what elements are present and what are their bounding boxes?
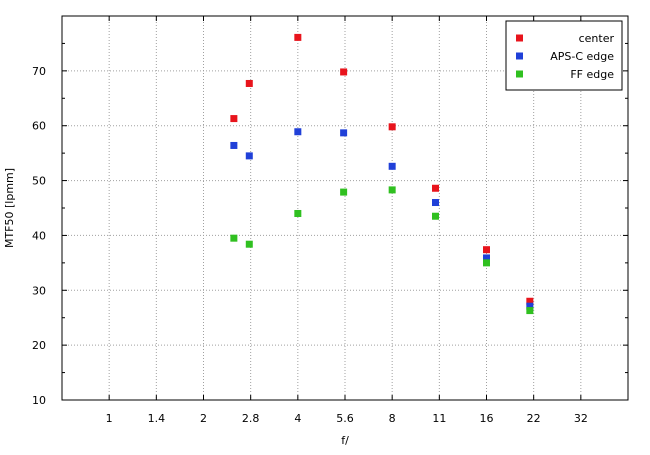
data-point — [245, 152, 253, 160]
data-point — [432, 212, 440, 220]
data-point — [483, 254, 490, 262]
legend-swatch — [516, 70, 523, 78]
data-point — [526, 297, 534, 305]
legend-label: APS-C edge — [550, 50, 614, 63]
data-point — [388, 123, 396, 131]
legend-swatch — [516, 34, 523, 42]
legend-box — [505, 20, 623, 91]
x-tick-label: 1.4 — [148, 412, 166, 425]
data-point — [432, 184, 440, 192]
x-tick-label: 4 — [294, 412, 301, 425]
x-tick-labels: 1 1.4 2 2.8 4 5.6 8 11 16 22 32 — [106, 412, 588, 425]
data-point — [483, 259, 490, 267]
y-tick-label: 60 — [32, 120, 46, 133]
legend: center APS-C edge FF edge — [505, 20, 623, 91]
y-tick-label: 20 — [32, 339, 46, 352]
data-point — [230, 234, 238, 242]
data-point — [245, 240, 253, 248]
legend-swatch — [516, 52, 523, 60]
data-point — [294, 33, 302, 41]
series-center — [230, 33, 534, 305]
data-point — [294, 128, 302, 136]
y-tick-label: 30 — [32, 284, 46, 297]
y-axis-title: MTF50 [lpmm] — [3, 168, 16, 248]
x-axis-title: f/ — [341, 434, 349, 447]
data-point — [340, 68, 348, 76]
x-tick-label: 2 — [200, 412, 207, 425]
legend-label: FF edge — [570, 68, 614, 81]
x-tick-label: 32 — [574, 412, 588, 425]
data-point — [526, 302, 534, 310]
data-point — [432, 199, 440, 207]
x-tick-label: 5.6 — [336, 412, 354, 425]
x-tick-label: 22 — [527, 412, 541, 425]
series-aps-c-edge — [230, 128, 534, 310]
data-point — [230, 115, 238, 123]
data-points — [230, 33, 534, 315]
legend-label: center — [579, 32, 615, 45]
y-tick-labels: 10 20 30 40 50 60 70 — [32, 65, 46, 407]
x-tick-label: 1 — [106, 412, 113, 425]
y-tick-label: 70 — [32, 65, 46, 78]
series-ff-edge — [230, 186, 534, 315]
data-point — [388, 162, 396, 170]
axis-ticks — [62, 16, 628, 401]
data-point — [483, 246, 490, 254]
y-tick-label: 50 — [32, 175, 46, 188]
data-point — [526, 307, 534, 315]
data-point — [340, 188, 348, 196]
x-tick-label: 8 — [389, 412, 396, 425]
x-tick-label: 16 — [480, 412, 494, 425]
data-point — [245, 79, 253, 87]
y-tick-label: 40 — [32, 229, 46, 242]
data-point — [294, 209, 302, 217]
data-point — [230, 141, 238, 149]
x-tick-label: 2.8 — [242, 412, 260, 425]
data-point — [340, 129, 348, 137]
y-tick-label: 10 — [32, 394, 46, 407]
x-tick-label: 11 — [432, 412, 446, 425]
data-point — [388, 186, 396, 194]
